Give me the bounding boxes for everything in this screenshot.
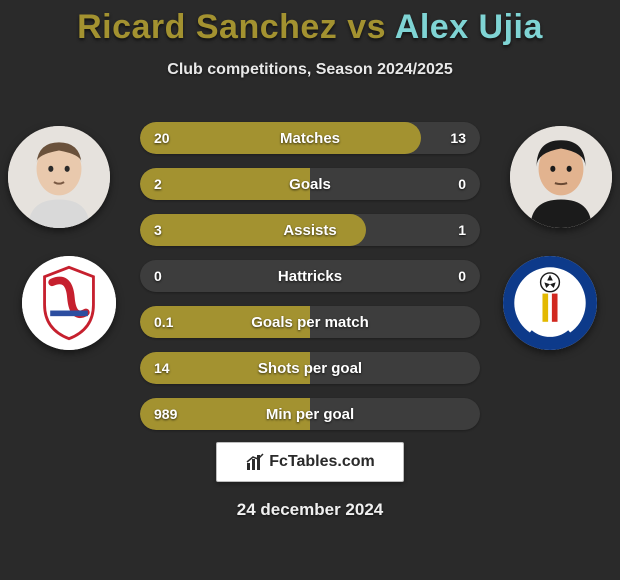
stat-label: Min per goal [140,398,480,430]
stat-value-left: 14 [154,352,170,384]
club2-badge-svg [503,256,597,350]
stat-value-left: 0 [154,260,162,292]
stat-label: Matches [140,122,480,154]
stat-row: Hattricks0 0 [140,260,480,292]
stat-value-right: 0 [458,260,466,292]
stat-row: Matches20 13 [140,122,480,154]
player2-avatar-svg [510,126,612,228]
player2-name: Alex Ujia [395,8,543,46]
stat-value-right: 0 [458,168,466,200]
stat-label: Hattricks [140,260,480,292]
page-title: Ricard Sanchez vs Alex Ujia [0,0,620,47]
player1-avatar-svg [8,126,110,228]
stat-value-left: 0.1 [154,306,173,338]
club1-badge-svg [22,256,116,350]
club2-badge [503,256,597,350]
club1-badge [22,256,116,350]
stat-value-right: 1 [458,214,466,246]
player2-avatar [510,126,612,228]
stat-label: Goals per match [140,306,480,338]
stat-label: Goals [140,168,480,200]
subtitle: Club competitions, Season 2024/2025 [0,61,620,79]
logo-text: FcTables.com [269,453,375,471]
stat-row: Shots per goal14 [140,352,480,384]
stat-row: Goals per match0.1 [140,306,480,338]
stat-label: Shots per goal [140,352,480,384]
stat-value-left: 2 [154,168,162,200]
fctables-logo: FcTables.com [216,442,404,482]
stats-bars: Matches2013Goals20Assists31Hattricks00Go… [140,122,480,444]
stat-label: Assists [140,214,480,246]
stat-value-right: 13 [450,122,466,154]
stat-row: Min per goal989 [140,398,480,430]
bars-icon [245,452,265,472]
stat-row: Goals2 0 [140,168,480,200]
vs-label: vs [347,8,386,46]
stat-value-left: 3 [154,214,162,246]
stat-value-left: 989 [154,398,177,430]
stat-row: Assists3 1 [140,214,480,246]
date-label: 24 december 2024 [0,500,620,520]
player1-name: Ricard Sanchez [77,8,337,46]
player1-avatar [8,126,110,228]
stat-value-left: 20 [154,122,170,154]
